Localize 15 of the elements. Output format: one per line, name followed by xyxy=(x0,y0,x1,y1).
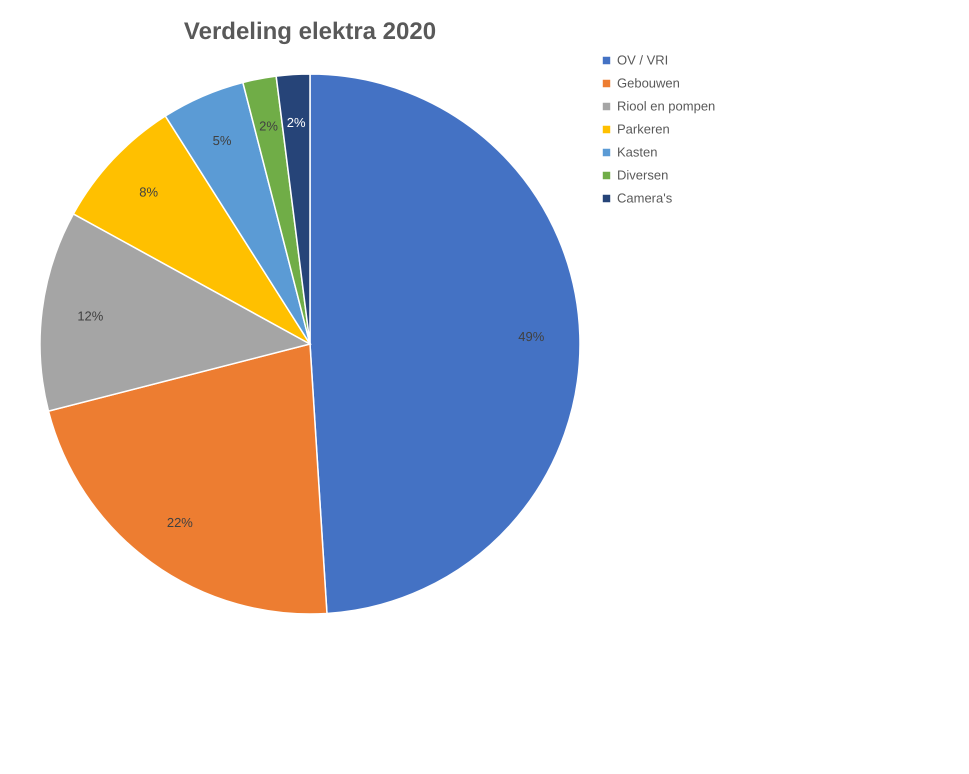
data-label: 5% xyxy=(212,132,232,148)
data-label: 8% xyxy=(139,184,158,200)
legend-label: Parkeren xyxy=(617,122,670,136)
chart-title: Verdeling elektra 2020 xyxy=(184,18,436,45)
legend-label: Diversen xyxy=(617,168,668,182)
legend-label: Riool en pompen xyxy=(617,98,716,114)
data-label: 2% xyxy=(286,115,306,130)
data-label: 22% xyxy=(166,515,194,530)
legend-label: Gebouwen xyxy=(617,76,680,90)
data-label: 12% xyxy=(77,308,104,324)
data-label: 2% xyxy=(259,118,278,134)
legend-label: Kasten xyxy=(617,144,658,160)
legend-label: Camera's xyxy=(617,190,673,206)
data-label: 49% xyxy=(518,329,545,344)
legend-label: OV / VRI xyxy=(617,52,668,68)
